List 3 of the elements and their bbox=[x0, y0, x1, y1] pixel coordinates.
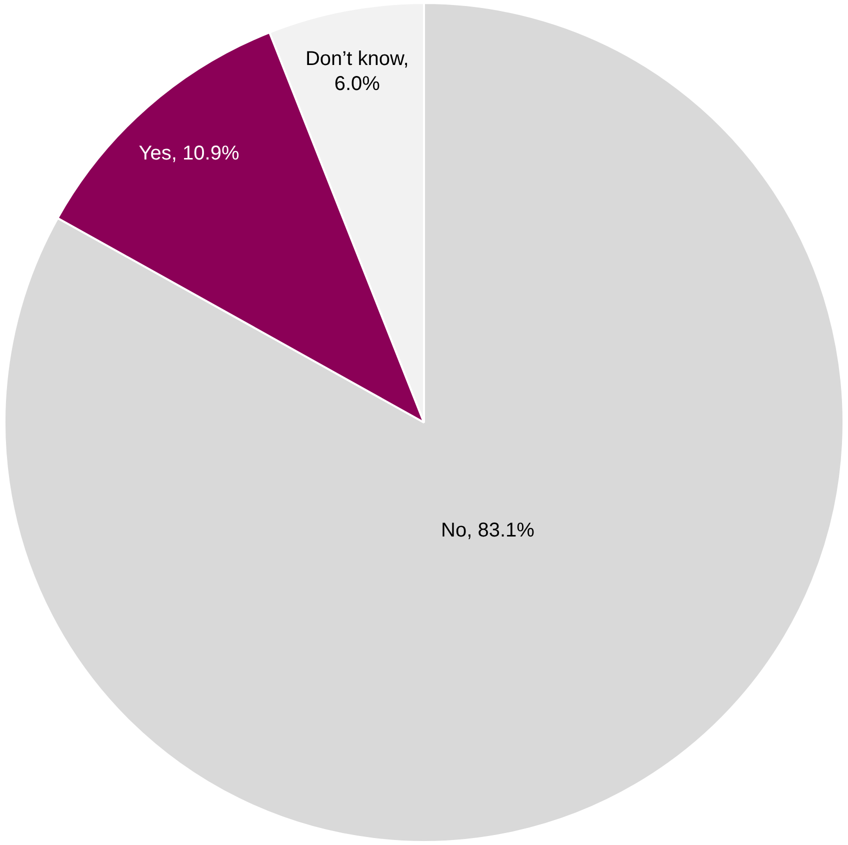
slice-label: Yes, 10.9% bbox=[138, 142, 240, 167]
slice-label: Don’t know, 6.0% bbox=[304, 47, 410, 98]
slice-label: No, 83.1% bbox=[440, 518, 536, 544]
